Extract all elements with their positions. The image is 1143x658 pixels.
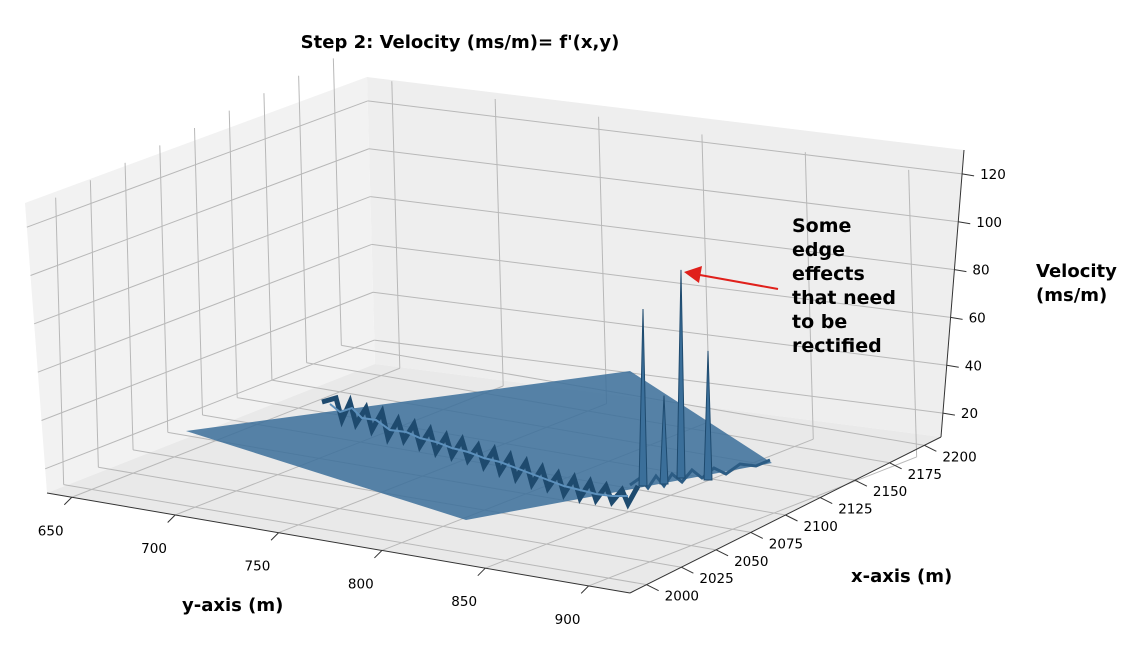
annotation-line-1: Some	[792, 215, 851, 237]
grid-y-wall-2	[598, 116, 608, 404]
grid-x-wall-7	[298, 75, 308, 363]
grid-x-floor-1	[98, 466, 682, 568]
grid-z-left-4	[30, 148, 370, 276]
velocity-spike-1	[676, 269, 686, 479]
x-axis-label: x-axis (m)	[851, 566, 952, 587]
z-tick-mark-3	[954, 269, 967, 273]
x-tick-label-8: 2200	[942, 449, 976, 465]
x-tick-label-4: 2100	[804, 519, 838, 535]
x-tick-mark-0	[646, 584, 659, 592]
x-tick-label-5: 2125	[838, 502, 872, 518]
annotation-line-6: rectified	[792, 335, 882, 357]
grid-y-floor-5	[588, 456, 917, 587]
grid-y-wall-1	[494, 98, 504, 386]
x-tick-label-7: 2175	[908, 467, 942, 483]
velocity-spike-3	[703, 350, 713, 481]
y-tick-mark-2	[270, 532, 279, 541]
axes: 6507007508008509002000202520502075210021…	[38, 149, 1006, 628]
grid-x-wall-3	[159, 145, 169, 433]
annotation-line-2: edge	[792, 239, 845, 261]
y-tick-mark-1	[167, 514, 176, 523]
y-tick-label-2: 750	[245, 559, 271, 575]
grid-z-left-2	[37, 243, 372, 373]
y-tick-label-1: 700	[141, 541, 167, 557]
grid-z-left-3	[33, 196, 371, 325]
x-tick-mark-7	[889, 462, 902, 470]
grid-z-left-5	[26, 100, 368, 228]
x-tick-mark-4	[785, 514, 798, 522]
grid-z-back-1	[372, 291, 947, 366]
velocity-spike-4	[659, 395, 669, 485]
x-tick-mark-6	[854, 479, 868, 487]
y-tick-label-0: 650	[38, 523, 64, 539]
y-tick-mark-4	[477, 567, 486, 577]
annotation-line-4: that need	[792, 287, 896, 309]
y-axis-label: y-axis (m)	[182, 595, 283, 616]
grid-x-wall-4	[194, 127, 203, 416]
z-tick-mark-2	[950, 316, 963, 320]
z-tick-mark-0	[942, 412, 955, 416]
x-tick-label-0: 2000	[665, 589, 699, 605]
y-tick-label-3: 800	[348, 576, 374, 592]
surface-noise-strip	[629, 458, 771, 491]
left-pane	[25, 77, 375, 493]
annotation-arrow-shaft	[699, 274, 779, 290]
z-tick-label-4: 100	[976, 215, 1002, 231]
annotation-arrow-head	[684, 266, 702, 283]
x-tick-mark-1	[681, 566, 694, 574]
z-tick-mark-1	[946, 364, 959, 368]
z-tick-label-2: 60	[969, 310, 986, 326]
grid-z-back-3	[370, 196, 955, 271]
x-tick-mark-8	[924, 444, 937, 452]
z-axis-label-line-1: Velocity	[1036, 261, 1117, 282]
grid-x-wall-0	[55, 197, 65, 485]
x-tick-mark-5	[819, 497, 833, 505]
x-tick-label-3: 2075	[769, 536, 803, 552]
z-tick-mark-5	[962, 173, 975, 177]
grid-x-wall-2	[124, 162, 134, 450]
grid-z-left-0	[44, 339, 375, 470]
z-tick-label-5: 120	[980, 167, 1006, 183]
surface-ripple-highlight	[329, 403, 628, 497]
x-tick-mark-2	[715, 549, 729, 557]
velocity-spike-2	[638, 309, 648, 487]
grid-y-wall-4	[804, 152, 814, 440]
grid-x-floor-0	[63, 484, 647, 586]
grid-z-back-2	[371, 243, 951, 318]
z-tick-label-0: 20	[961, 406, 978, 422]
z-axis-label-line-2: (ms/m)	[1036, 285, 1107, 306]
grid-z-back-5	[367, 100, 963, 175]
z-tick-mark-4	[958, 221, 971, 225]
x-tick-mark-3	[750, 531, 764, 539]
y-tick-mark-3	[374, 550, 383, 559]
z-axis-line	[940, 149, 965, 438]
annotation-line-3: effects	[792, 263, 865, 285]
y-tick-label-5: 900	[555, 612, 581, 628]
x-tick-label-2: 2050	[734, 554, 768, 570]
grid-x-wall-1	[89, 180, 99, 468]
grid-x-wall-8	[332, 58, 342, 346]
y-tick-mark-0	[63, 496, 73, 506]
z-tick-label-3: 80	[972, 263, 989, 279]
spikes	[638, 269, 713, 487]
grid-y-wall-0	[391, 81, 401, 369]
grid-z-back-0	[374, 339, 943, 414]
y-axis-line	[46, 492, 631, 594]
annotation-line-5: to be	[792, 311, 847, 333]
z-tick-label-1: 40	[965, 358, 982, 374]
y-tick-mark-5	[580, 585, 590, 594]
x-tick-label-6: 2150	[873, 484, 907, 500]
y-tick-label-4: 850	[451, 594, 477, 610]
chart-title: Step 2: Velocity (ms/m)= f'(x,y)	[301, 32, 620, 53]
x-axis-line	[629, 436, 942, 594]
grid-z-back-4	[368, 148, 959, 223]
grid-z-left-1	[41, 291, 374, 421]
x-tick-label-1: 2025	[699, 571, 733, 587]
grid-x-wall-5	[228, 110, 238, 398]
